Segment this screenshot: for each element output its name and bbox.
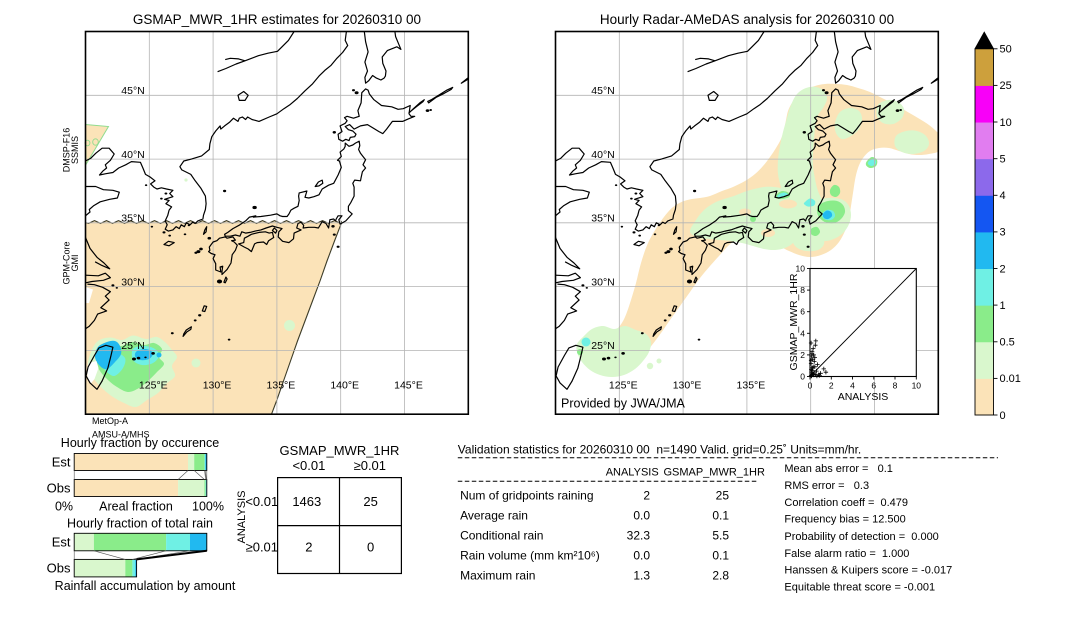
svg-text:GSMAP_MWR_1HR: GSMAP_MWR_1HR [788,273,800,370]
svg-text:GSMAP_MWR_1HR estimates for 20: GSMAP_MWR_1HR estimates for 20260310 00 [133,12,421,27]
svg-text:25: 25 [1000,80,1012,92]
svg-text:0.0: 0.0 [633,508,650,522]
svg-text:45°N: 45°N [591,85,614,97]
svg-text:Provided by JWA/JMA: Provided by JWA/JMA [561,397,686,411]
svg-text:25°N: 25°N [591,340,614,352]
svg-text:Hourly fraction of total rain: Hourly fraction of total rain [67,517,213,531]
svg-text:2: 2 [800,350,805,360]
svg-text:≥0.01: ≥0.01 [246,540,278,555]
svg-text:1.3: 1.3 [633,569,650,583]
svg-text:0.5: 0.5 [1000,337,1015,349]
svg-text:5: 5 [1000,154,1006,166]
svg-text:5.5: 5.5 [712,529,729,543]
svg-text:45°N: 45°N [121,85,144,97]
svg-text:ANALYSIS: ANALYSIS [606,466,659,478]
svg-text:Num of gridpoints raining: Num of gridpoints raining [460,488,593,502]
svg-text:130°E: 130°E [673,380,702,392]
svg-text:GPM-Core: GPM-Core [62,241,72,284]
svg-text:GSMAP_MWR_1HR: GSMAP_MWR_1HR [280,443,400,458]
svg-text:≥0.01: ≥0.01 [354,458,386,473]
svg-text:Maximum rain: Maximum rain [460,569,535,583]
svg-text:0%: 0% [55,500,73,514]
svg-text:2.8: 2.8 [712,569,729,583]
svg-text:2: 2 [305,540,312,555]
svg-text:ANALYSIS: ANALYSIS [838,391,889,403]
svg-text:Obs: Obs [47,561,71,576]
svg-text:0.1: 0.1 [712,549,729,563]
svg-text:Frequency bias = 12.500: Frequency bias = 12.500 [784,514,905,526]
svg-text:30°N: 30°N [591,276,614,288]
svg-text:AMSU-A/MHS: AMSU-A/MHS [92,430,150,440]
svg-text:50: 50 [1000,44,1012,56]
svg-text:0.0: 0.0 [633,549,650,563]
svg-text:Rain volume (mm km²10⁶): Rain volume (mm km²10⁶) [460,549,600,563]
svg-text:100%: 100% [192,500,224,514]
svg-text:10: 10 [912,381,922,391]
svg-text:Average rain: Average rain [460,508,528,522]
svg-text:30°N: 30°N [121,276,144,288]
svg-text:GSMAP_MWR_1HR: GSMAP_MWR_1HR [663,466,765,478]
svg-text:130°E: 130°E [203,380,232,392]
svg-text:35°N: 35°N [121,213,144,225]
svg-text:25°N: 25°N [121,340,144,352]
svg-text:GMI: GMI [70,255,80,272]
svg-text:40°N: 40°N [121,149,144,161]
svg-text:40°N: 40°N [591,149,614,161]
svg-text:8: 8 [893,381,898,391]
svg-text:Hourly Radar-AMeDAS analysis f: Hourly Radar-AMeDAS analysis for 2026031… [600,12,894,27]
svg-text:<0.01: <0.01 [245,494,278,509]
svg-text:ANALYSIS: ANALYSIS [236,491,248,544]
svg-text:125°E: 125°E [609,380,638,392]
svg-text:Correlation coeff = 0.479: Correlation coeff = 0.479 [784,497,908,509]
svg-text:0: 0 [808,381,813,391]
svg-text:32.3: 32.3 [627,529,651,543]
svg-text:4: 4 [800,328,805,338]
svg-text:RMS error = 0.3: RMS error = 0.3 [784,480,869,492]
svg-text:3: 3 [1000,227,1006,239]
svg-text:DMSP-F16: DMSP-F16 [62,128,72,173]
svg-text:4: 4 [850,381,855,391]
svg-text:Hanssen & Kuipers score = -0.0: Hanssen & Kuipers score = -0.017 [784,565,952,577]
svg-text:2: 2 [643,488,650,502]
svg-text:6: 6 [871,381,876,391]
svg-text:4: 4 [1000,190,1006,202]
svg-text:Conditional rain: Conditional rain [460,529,543,543]
svg-text:Hourly fraction by occurence: Hourly fraction by occurence [61,436,219,450]
svg-text:0: 0 [367,540,374,555]
svg-text:0: 0 [1000,410,1006,422]
svg-text:Est: Est [52,455,71,470]
svg-text:25: 25 [716,488,730,502]
svg-text:Equitable threat score = -0.00: Equitable threat score = -0.001 [784,581,935,593]
svg-text:35°N: 35°N [591,213,614,225]
svg-text:145°E: 145°E [394,380,423,392]
svg-text:1463: 1463 [292,494,321,509]
svg-text:Obs: Obs [47,481,71,496]
svg-text:2: 2 [1000,263,1006,275]
svg-text:8: 8 [800,285,805,295]
svg-text:1: 1 [1000,300,1006,312]
svg-text:MetOp-A: MetOp-A [92,416,128,426]
svg-text:2: 2 [829,381,834,391]
svg-text:25: 25 [363,494,377,509]
svg-text:Probability of detection = 0.: Probability of detection = 0.000 [784,531,938,543]
svg-text:Mean abs error = 0.1: Mean abs error = 0.1 [784,463,893,475]
svg-text:<0.01: <0.01 [292,458,325,473]
svg-text:Validation statistics for 2026: Validation statistics for 20260310 00 n=… [458,443,861,457]
svg-text:6: 6 [800,307,805,317]
svg-text:False alarm ratio = 1.000: False alarm ratio = 1.000 [784,548,909,560]
svg-text:Areal fraction: Areal fraction [99,500,173,514]
svg-text:135°E: 135°E [267,380,296,392]
svg-text:SSMIS: SSMIS [70,136,80,164]
svg-text:135°E: 135°E [737,380,766,392]
svg-text:125°E: 125°E [139,380,168,392]
svg-text:Est: Est [52,535,71,550]
svg-text:0.01: 0.01 [1000,373,1021,385]
svg-text:140°E: 140°E [330,380,359,392]
svg-text:0.1: 0.1 [712,508,729,522]
svg-text:Rainfall accumulation by amoun: Rainfall accumulation by amount [55,579,236,593]
svg-text:0: 0 [800,372,805,382]
svg-text:10: 10 [796,264,806,274]
svg-text:10: 10 [1000,117,1012,129]
